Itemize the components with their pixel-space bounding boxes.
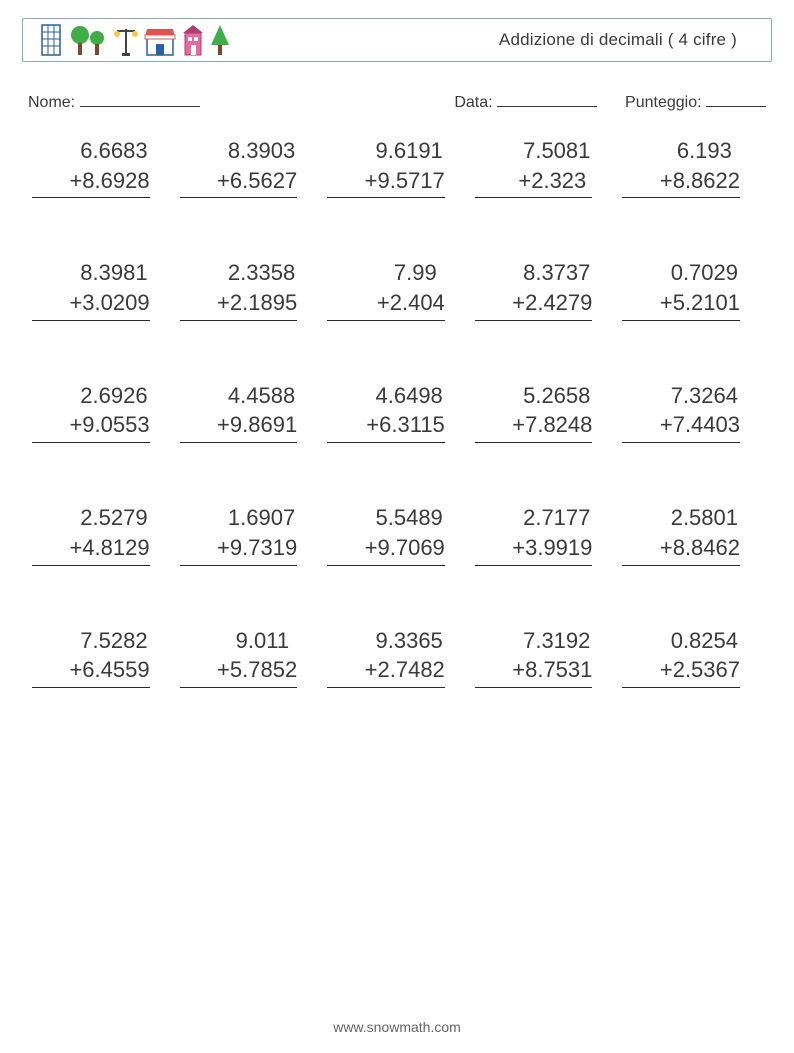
problem-cell: 5.5489+9.7069 [327,503,467,565]
problems-grid: 6.6683+8.6928 8.3903+6.5627 9.6191+9.571… [32,136,762,688]
worksheet-page: Addizione di decimali ( 4 cifre ) Nome: … [0,0,794,1053]
problem-cell: 8.3737+2.4279 [475,258,615,320]
addend-bottom: +8.8462 [622,533,740,566]
addend-bottom: +9.5717 [327,166,445,199]
addend-bottom: +9.0553 [32,410,150,443]
addend-bottom: +8.6928 [32,166,150,199]
problem-cell: 2.3358+2.1895 [180,258,320,320]
trees-icon [69,23,109,57]
lamp-icon [113,23,139,57]
addend-bottom: +2.5367 [622,655,740,688]
footer-url: www.snowmath.com [0,1019,794,1035]
house-icon [181,23,205,57]
addend-bottom: +9.7319 [180,533,298,566]
problem-cell: 0.8254+2.5367 [622,626,762,688]
addend-bottom: +5.2101 [622,288,740,321]
problem-cell: 0.7029+5.2101 [622,258,762,320]
addend-bottom: +2.4279 [475,288,593,321]
problem-cell: 8.3903+6.5627 [180,136,320,198]
addend-top: 7.5081 [475,136,593,166]
name-field: Nome: [28,90,200,112]
addend-top: 9.011 [180,626,298,656]
addend-top: 5.5489 [327,503,445,533]
problem-cell: 7.3192+8.7531 [475,626,615,688]
addend-top: 1.6907 [180,503,298,533]
addend-bottom: +2.7482 [327,655,445,688]
problem-cell: 2.6926+9.0553 [32,381,172,443]
addend-bottom: +7.4403 [622,410,740,443]
addend-top: 2.6926 [32,381,150,411]
addend-bottom: +3.0209 [32,288,150,321]
score-blank[interactable] [706,90,766,107]
problem-cell: 4.6498+6.3115 [327,381,467,443]
problem-cell: 7.5282+6.4559 [32,626,172,688]
problem-cell: 7.5081+2.323 [475,136,615,198]
addend-bottom: +9.7069 [327,533,445,566]
building-icon [37,23,65,57]
tree-icon [209,23,231,57]
addend-top: 2.5279 [32,503,150,533]
problem-cell: 2.7177+3.9919 [475,503,615,565]
header-icons [37,23,231,57]
date-label: Data: [454,94,492,111]
problem-cell: 9.011 +5.7852 [180,626,320,688]
addend-bottom: +7.8248 [475,410,593,443]
problem-cell: 7.3264+7.4403 [622,381,762,443]
date-blank[interactable] [497,90,597,107]
addend-top: 4.6498 [327,381,445,411]
addend-top: 6.6683 [32,136,150,166]
addend-top: 7.3192 [475,626,593,656]
problem-cell: 7.99 +2.404 [327,258,467,320]
addend-bottom: +4.8129 [32,533,150,566]
problem-cell: 2.5801+8.8462 [622,503,762,565]
addend-top: 9.3365 [327,626,445,656]
problem-cell: 9.3365+2.7482 [327,626,467,688]
addend-top: 9.6191 [327,136,445,166]
problem-cell: 9.6191+9.5717 [327,136,467,198]
date-field: Data: [454,90,597,112]
addend-bottom: +6.5627 [180,166,298,199]
addend-top: 0.8254 [622,626,740,656]
problem-cell: 5.2658+7.8248 [475,381,615,443]
addend-top: 8.3903 [180,136,298,166]
name-label: Nome: [28,94,75,111]
header-bar: Addizione di decimali ( 4 cifre ) [22,18,772,62]
problem-cell: 2.5279+4.8129 [32,503,172,565]
addend-top: 8.3981 [32,258,150,288]
name-blank[interactable] [80,90,200,107]
addend-top: 7.5282 [32,626,150,656]
addend-bottom: +3.9919 [475,533,593,566]
addend-bottom: +8.7531 [475,655,593,688]
addend-bottom: +2.323 [475,166,593,199]
addend-bottom: +8.8622 [622,166,740,199]
problem-cell: 6.6683+8.6928 [32,136,172,198]
addend-bottom: +2.404 [327,288,445,321]
addend-top: 2.7177 [475,503,593,533]
problem-cell: 1.6907+9.7319 [180,503,320,565]
score-field: Punteggio: [625,90,766,112]
addend-top: 2.3358 [180,258,298,288]
addend-bottom: +2.1895 [180,288,298,321]
addend-top: 5.2658 [475,381,593,411]
meta-row: Nome: Data: Punteggio: [28,90,766,112]
addend-top: 4.4588 [180,381,298,411]
addend-top: 6.193 [622,136,740,166]
addend-top: 7.3264 [622,381,740,411]
addend-top: 0.7029 [622,258,740,288]
addend-bottom: +6.3115 [327,410,445,443]
addend-bottom: +9.8691 [180,410,298,443]
problem-cell: 4.4588+9.8691 [180,381,320,443]
addend-bottom: +6.4559 [32,655,150,688]
problem-cell: 8.3981+3.0209 [32,258,172,320]
shop-icon [143,23,177,57]
problem-cell: 6.193 +8.8622 [622,136,762,198]
addend-top: 2.5801 [622,503,740,533]
worksheet-title: Addizione di decimali ( 4 cifre ) [499,30,737,50]
addend-bottom: +5.7852 [180,655,298,688]
addend-top: 7.99 [327,258,445,288]
addend-top: 8.3737 [475,258,593,288]
score-label: Punteggio: [625,94,702,111]
